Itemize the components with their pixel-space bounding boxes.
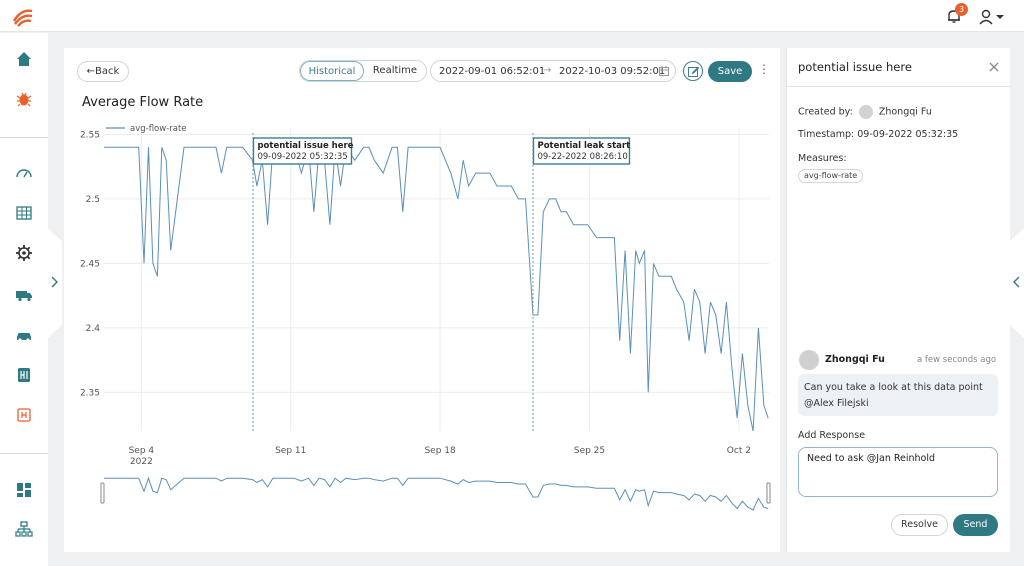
annotation-timestamp: 09-09-2022 05:32:35 [257,152,347,162]
panel-divider [787,86,1011,87]
comment-bubble: Can you take a look at this data point @… [798,374,998,416]
comment-author: Zhongqi Fu [825,354,885,365]
sidebar-divider [0,137,48,138]
save-button[interactable]: Save [708,61,752,82]
car-icon[interactable] [14,325,34,345]
notification-badge: 3 [955,3,968,16]
timestamp-label: Timestamp: [798,129,855,140]
fuel-icon[interactable] [14,365,34,385]
hierarchy-icon[interactable] [14,520,34,540]
sidebar [0,33,48,566]
avatar [858,105,873,119]
avg-flow-rate-line [104,145,769,432]
timestamp-value: 09-09-2022 05:32:35 [857,129,959,140]
arrow-left-icon: ← [86,66,96,77]
edit-annotation-button[interactable] [683,61,703,81]
annotation-box [532,137,631,165]
chevron-left-icon [1013,276,1020,288]
created-by-row: Created by: Zhongqi Fu [798,105,932,119]
tab-realtime[interactable]: Realtime [372,65,418,76]
timestamp-row: Timestamp: 09-09-2022 05:32:35 [798,129,958,140]
navigator-handle-right [766,482,771,504]
annotation-panel: potential issue here Created by: Zhongqi… [786,48,1011,552]
add-response-label: Add Response [798,430,866,441]
gear-icon[interactable] [14,243,34,263]
chart-title: Average Flow Rate [82,95,204,110]
view-mode-toggle: Historical Realtime [299,60,427,82]
panel-separator [780,48,786,552]
annotation-timestamp: 09-22-2022 08:26:10 [537,152,627,162]
legend-label: avg-flow-rate [130,124,187,134]
panel-title: potential issue here [798,60,912,74]
created-by-name: Zhongqi Fu [878,106,932,118]
x-tick-label: Sep 11 [275,446,306,456]
hazard-icon[interactable] [14,405,34,425]
navigator-line [104,476,769,511]
y-tick-label: 2.55 [80,130,100,140]
x-tick-label: Oct 2 [727,446,751,456]
calendar-icon[interactable] [659,66,669,76]
sidebar-expand-toggle[interactable] [48,228,62,338]
top-bar: 3 [0,0,1024,32]
send-button[interactable]: Send [953,514,998,536]
measure-chip[interactable]: avg-flow-rate [798,169,864,183]
bug-icon[interactable] [14,89,34,109]
annotation-title: Potential leak start [537,141,630,151]
date-to[interactable]: 2022-10-03 09:52:01 [559,66,666,77]
measures-label: Measures: [798,153,847,164]
truck-icon[interactable] [14,285,34,305]
y-tick-label: 2.5 [86,195,100,205]
chevron-right-icon [51,276,58,288]
y-tick-label: 2.4 [86,324,101,334]
close-icon[interactable] [988,61,1000,73]
sidebar-divider [0,453,48,454]
resolve-button[interactable]: Resolve [891,514,948,536]
response-input[interactable]: Need to ask @Jan Reinhold [798,447,998,497]
back-button-label: Back [95,66,120,77]
back-button[interactable]: ←Back [77,61,129,82]
avatar [799,350,819,370]
annotation-title: potential issue here [257,141,353,151]
date-from[interactable]: 2022-09-01 06:52:01 [439,66,546,77]
annotation-box [252,137,353,165]
home-icon[interactable] [14,49,34,69]
x-tick-label: Sep 25 [574,446,605,456]
brand-logo-icon[interactable] [12,7,34,27]
table-icon[interactable] [14,203,34,223]
x-tick-sublabel: 2022 [130,457,153,467]
panel-collapse-toggle[interactable] [1010,228,1024,338]
dashboard-icon[interactable] [14,480,34,500]
tab-historical[interactable]: Historical [300,61,364,81]
chart-card: ←Back Historical Realtime 2022-09-01 06:… [64,48,780,552]
comment-mention: @Alex Filejski [804,398,869,409]
navigator-handle-left [100,482,105,504]
edit-icon [688,66,700,77]
more-options-icon[interactable]: ⋮ [758,62,770,76]
user-icon[interactable] [978,9,1006,25]
arrow-right-icon: → [543,65,552,76]
x-tick-label: Sep 18 [424,446,456,456]
y-tick-label: 2.45 [80,259,100,269]
comment-time: a few seconds ago [917,355,997,365]
date-range-picker[interactable]: 2022-09-01 06:52:01 → 2022-10-03 09:52:0… [430,60,676,82]
comment-text: Can you take a look at this data point [804,382,983,393]
gauge-icon[interactable] [14,163,34,183]
created-by-label: Created by: [798,106,853,118]
x-tick-label: Sep 4 [129,446,155,456]
y-tick-label: 2.35 [80,388,100,398]
